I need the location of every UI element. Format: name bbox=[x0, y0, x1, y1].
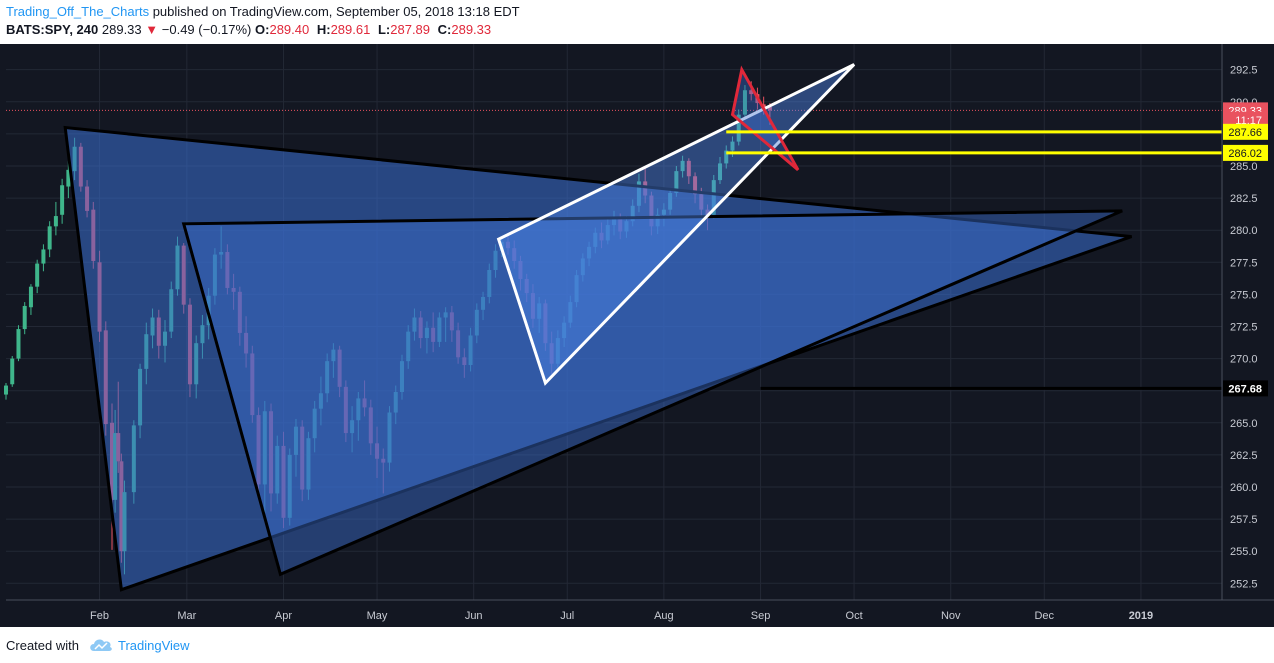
published-text: published on TradingView.com, September … bbox=[149, 4, 520, 19]
x-tick-label: Jun bbox=[465, 610, 483, 622]
y-tick-label: 275.0 bbox=[1230, 289, 1258, 301]
price-change: −0.49 (−0.17%) bbox=[161, 22, 252, 37]
close-label: C: bbox=[437, 22, 452, 37]
y-tick-label: 280.0 bbox=[1230, 225, 1258, 237]
x-tick-label: Mar bbox=[177, 610, 196, 622]
price-mark-box bbox=[1223, 380, 1268, 397]
y-tick-label: 260.0 bbox=[1230, 482, 1258, 494]
candle-body bbox=[66, 169, 71, 187]
author-link[interactable]: Trading_Off_The_Charts bbox=[6, 4, 150, 19]
y-tick-label: 255.0 bbox=[1230, 546, 1258, 558]
price-mark-label: 287.66 bbox=[1228, 127, 1262, 139]
candle-body bbox=[718, 163, 723, 181]
y-tick-label: 292.5 bbox=[1230, 65, 1258, 77]
y-tick-label: 277.5 bbox=[1230, 257, 1258, 269]
x-tick-label: Nov bbox=[941, 610, 961, 622]
price-mark-label: 267.68 bbox=[1228, 383, 1262, 395]
chart-area[interactable]: 252.5255.0257.5260.0262.5265.0267.5270.0… bbox=[0, 44, 1274, 627]
candle-body bbox=[674, 171, 679, 193]
x-tick-label: May bbox=[367, 610, 388, 622]
price-mark-label: 11:17 bbox=[1235, 115, 1262, 127]
candle-body bbox=[749, 90, 754, 95]
price-mark-box bbox=[1223, 144, 1268, 161]
candle-body bbox=[60, 185, 65, 215]
y-tick-label: 252.5 bbox=[1230, 578, 1258, 590]
time-axis[interactable]: Feb Mar Apr May Jun Jul Aug Sep Oct Nov Dec 2019 bbox=[6, 599, 1274, 622]
candle-body bbox=[686, 160, 691, 177]
candle-body bbox=[680, 160, 685, 172]
candle-body bbox=[41, 249, 46, 264]
down-arrow-icon: ▼ bbox=[145, 22, 159, 37]
price-mark-label: 286.02 bbox=[1228, 148, 1262, 160]
candle-body bbox=[10, 358, 15, 385]
x-tick-label: Dec bbox=[1034, 610, 1054, 622]
y-tick-label: 282.5 bbox=[1230, 193, 1258, 205]
chart-header: Trading_Off_The_Charts published on Trad… bbox=[0, 0, 1274, 44]
candle-body bbox=[28, 286, 33, 308]
candle-body bbox=[730, 141, 735, 151]
price-axis[interactable]: 252.5255.0257.5260.0262.5265.0267.5270.0… bbox=[1221, 44, 1268, 600]
low-value: 287.89 bbox=[390, 22, 431, 37]
triangle-drawing bbox=[63, 125, 1133, 592]
candle-body bbox=[742, 90, 747, 115]
candle-body bbox=[724, 150, 729, 164]
publish-line: Trading_Off_The_Charts published on Trad… bbox=[6, 4, 520, 19]
candle-body bbox=[4, 385, 8, 395]
x-tick-label: Apr bbox=[275, 610, 292, 622]
high-value: 289.61 bbox=[330, 22, 371, 37]
created-with-text: Created with bbox=[6, 638, 79, 653]
y-tick-label: 270.0 bbox=[1230, 354, 1258, 366]
y-tick-label: 257.5 bbox=[1230, 514, 1258, 526]
high-label: H: bbox=[316, 22, 331, 37]
y-tick-label: 285.0 bbox=[1230, 161, 1258, 173]
price-chart[interactable]: 252.5255.0257.5260.0262.5265.0267.5270.0… bbox=[0, 44, 1274, 627]
tradingview-link[interactable]: TradingView bbox=[118, 638, 190, 653]
open-value: 289.40 bbox=[269, 22, 310, 37]
open-label: O: bbox=[255, 22, 270, 37]
y-tick-label: 265.0 bbox=[1230, 418, 1258, 430]
candle-body bbox=[767, 106, 772, 111]
triangle-drawing bbox=[730, 65, 800, 171]
candle-body bbox=[53, 216, 58, 227]
candle-body bbox=[16, 329, 21, 359]
triangle-drawing bbox=[181, 209, 1123, 577]
candle-body bbox=[736, 114, 741, 142]
ohlc-legend: BATS:SPY, 240 289.33 ▼ −0.49 (−0.17%) O:… bbox=[6, 22, 495, 37]
x-tick-label: Feb bbox=[90, 610, 109, 622]
chart-footer: Created with TradingView bbox=[0, 627, 1274, 663]
candle-body bbox=[47, 226, 52, 250]
price-mark-box bbox=[1223, 111, 1268, 128]
y-tick-label: 272.5 bbox=[1230, 321, 1258, 333]
price-mark-box bbox=[1223, 123, 1268, 140]
x-tick-label: Aug bbox=[654, 610, 674, 622]
y-tick-label: 262.5 bbox=[1230, 450, 1258, 462]
triangle-drawings bbox=[63, 63, 1133, 592]
x-tick-label: Oct bbox=[846, 610, 863, 622]
symbol-label: BATS:SPY, 240 bbox=[6, 22, 99, 37]
candle-body bbox=[22, 305, 27, 330]
x-tick-label: Jul bbox=[560, 610, 574, 622]
candle-body bbox=[35, 263, 40, 287]
x-tick-label: Sep bbox=[751, 610, 771, 622]
tradingview-cloud-icon bbox=[90, 639, 112, 651]
last-price: 289.33 bbox=[101, 22, 142, 37]
horizontal-lines bbox=[726, 130, 1222, 390]
low-label: L: bbox=[377, 22, 391, 37]
candle-body bbox=[693, 176, 698, 195]
x-tick-label: 2019 bbox=[1129, 610, 1153, 622]
close-value: 289.33 bbox=[451, 22, 492, 37]
